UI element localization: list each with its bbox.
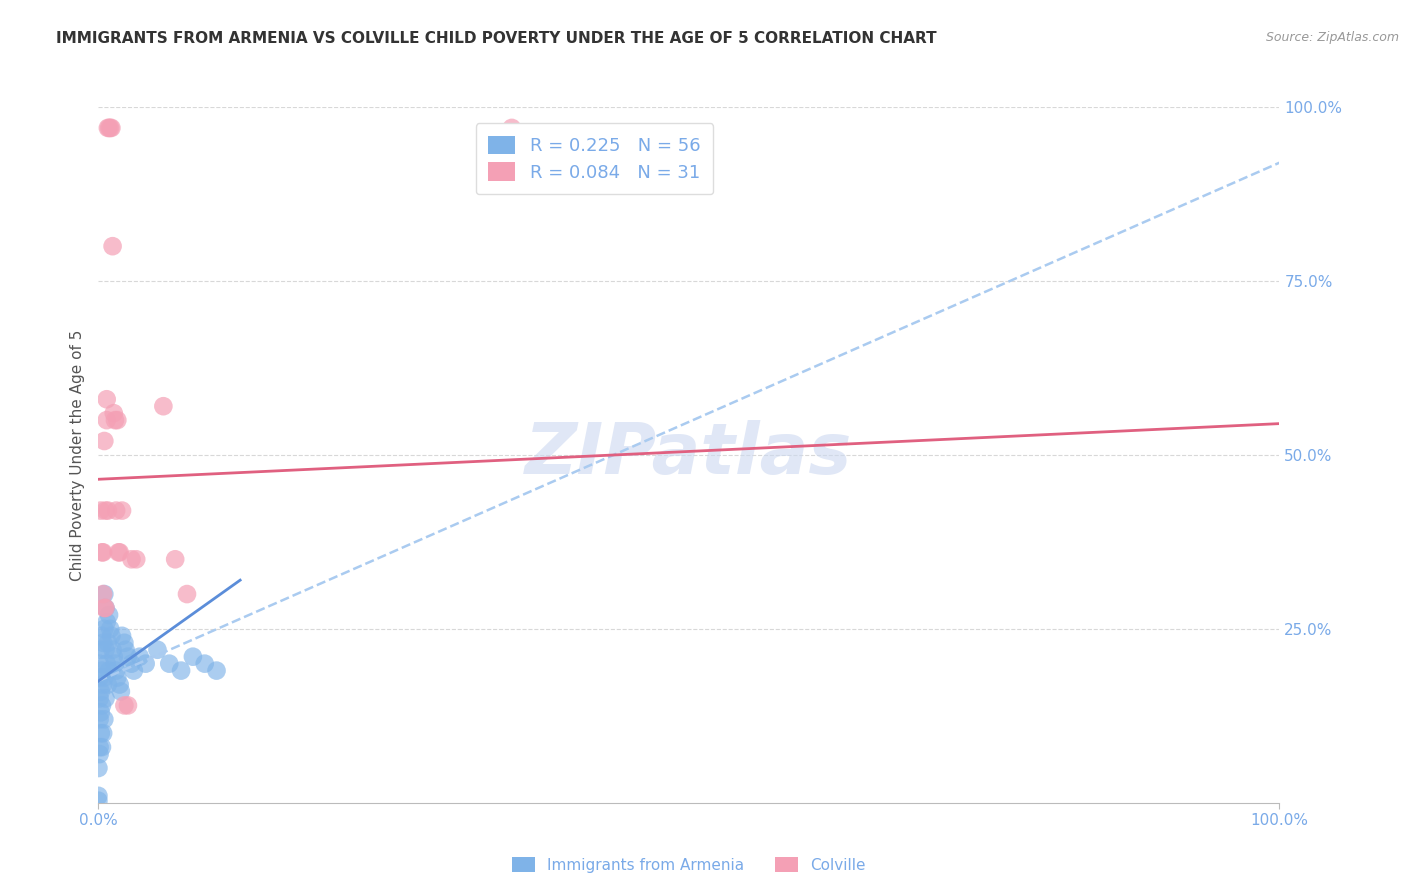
Point: [94, 503, 117, 517]
Point: [122, 664, 145, 678]
Point: [97, 636, 120, 650]
Y-axis label: Child Poverty Under the Age of 5: Child Poverty Under the Age of 5: [69, 329, 84, 581]
Point: [98, 120, 121, 135]
Point: [135, 657, 157, 671]
Legend: Immigrants from Armenia, Colville: Immigrants from Armenia, Colville: [506, 850, 872, 879]
Point: [98, 622, 121, 636]
Point: [93, 712, 115, 726]
Point: [91, 636, 114, 650]
Point: [96, 615, 118, 629]
Point: [152, 399, 174, 413]
Point: [97, 503, 120, 517]
Point: [100, 629, 122, 643]
Point: [96, 392, 118, 407]
Point: [97, 120, 120, 135]
Point: [91, 545, 114, 559]
Point: [117, 649, 139, 664]
Point: [111, 503, 134, 517]
Point: [104, 413, 127, 427]
Point: [112, 698, 135, 713]
Point: [103, 649, 125, 664]
Point: [89, 712, 111, 726]
Point: [96, 413, 118, 427]
Point: [87, 789, 110, 803]
Point: [114, 642, 136, 657]
Point: [91, 726, 114, 740]
Point: [89, 740, 111, 755]
Point: [90, 503, 112, 517]
Point: [98, 607, 121, 622]
Point: [89, 671, 111, 685]
Point: [117, 698, 139, 713]
Point: [128, 649, 150, 664]
Point: [105, 503, 128, 517]
Point: [91, 587, 114, 601]
Point: [108, 545, 131, 559]
Point: [103, 406, 125, 420]
Point: [111, 629, 134, 643]
Point: [105, 413, 128, 427]
Point: [89, 691, 111, 706]
Point: [90, 642, 112, 657]
Point: [90, 684, 112, 698]
Text: ZIPatlas: ZIPatlas: [526, 420, 852, 490]
Point: [93, 601, 115, 615]
Point: [121, 552, 143, 566]
Point: [93, 671, 115, 685]
Point: [91, 740, 114, 755]
Point: [91, 677, 114, 691]
Point: [98, 664, 121, 678]
Point: [96, 657, 118, 671]
Point: [157, 657, 180, 671]
Point: [146, 642, 169, 657]
Point: [89, 747, 111, 761]
Point: [181, 649, 204, 664]
Point: [501, 120, 523, 135]
Point: [94, 601, 117, 615]
Point: [91, 545, 114, 559]
Point: [94, 601, 117, 615]
Point: [94, 691, 117, 706]
Point: [97, 677, 120, 691]
Point: [91, 629, 114, 643]
Point: [170, 664, 193, 678]
Point: [107, 545, 129, 559]
Point: [108, 677, 131, 691]
Point: [91, 664, 114, 678]
Text: IMMIGRANTS FROM ARMENIA VS COLVILLE CHILD POVERTY UNDER THE AGE OF 5 CORRELATION: IMMIGRANTS FROM ARMENIA VS COLVILLE CHIL…: [56, 31, 936, 46]
Point: [90, 706, 112, 720]
Point: [125, 552, 148, 566]
Point: [87, 761, 110, 775]
Text: Source: ZipAtlas.com: Source: ZipAtlas.com: [1265, 31, 1399, 45]
Point: [110, 684, 132, 698]
Point: [100, 120, 122, 135]
Point: [101, 642, 124, 657]
Point: [121, 657, 143, 671]
Point: [91, 698, 114, 713]
Point: [101, 239, 124, 253]
Point: [176, 587, 198, 601]
Point: [90, 726, 112, 740]
Point: [105, 664, 128, 678]
Point: [194, 657, 217, 671]
Point: [165, 552, 187, 566]
Point: [98, 120, 121, 135]
Point: [112, 636, 135, 650]
Point: [205, 664, 228, 678]
Point: [87, 794, 110, 808]
Point: [93, 587, 115, 601]
Point: [105, 671, 128, 685]
Point: [89, 657, 111, 671]
Point: [94, 642, 117, 657]
Point: [104, 657, 127, 671]
Point: [93, 622, 115, 636]
Point: [93, 434, 115, 448]
